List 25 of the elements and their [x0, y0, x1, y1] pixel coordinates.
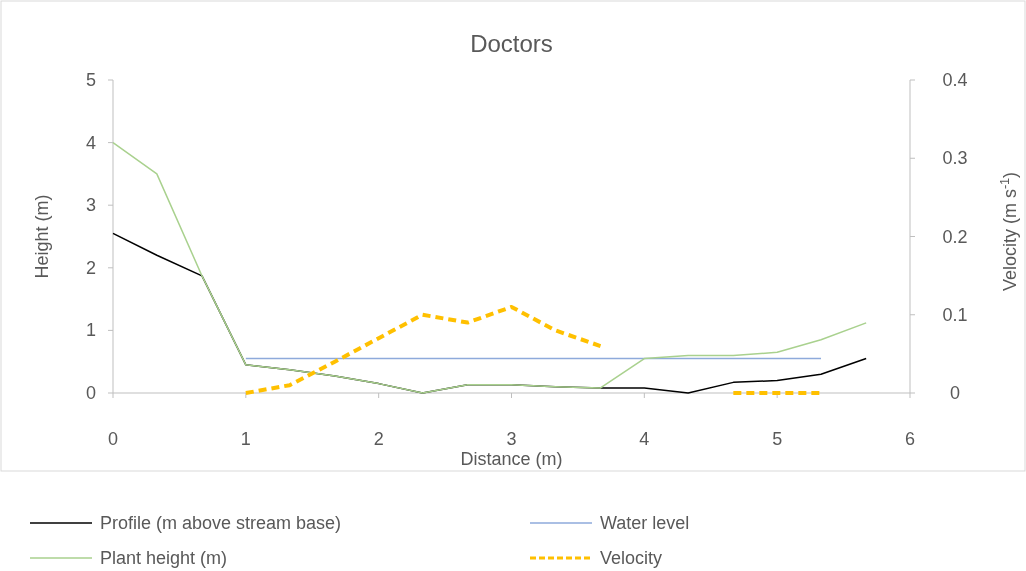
y-tick-label: 3: [85, 195, 97, 216]
x-tick-label: 2: [373, 429, 384, 449]
y-tick-label: 1: [85, 320, 97, 341]
legend-label: Velocity: [600, 548, 663, 568]
legend-label: Plant height (m): [100, 548, 228, 568]
x-tick-label: 6: [904, 429, 916, 449]
legend-label: Profile (m above stream base): [100, 513, 342, 533]
y2-tick-label: 0.2: [942, 226, 968, 247]
y2-tick-label: 0.1: [942, 304, 968, 325]
y2-tick-label: 0.4: [942, 70, 968, 90]
y2-tick-label: 0: [949, 383, 961, 403]
chart-title: Doctors: [470, 30, 553, 57]
x-tick-label: 5: [772, 429, 783, 449]
y2-tick-label: 0.3: [942, 148, 968, 169]
y-tick-label: 2: [85, 257, 97, 278]
y-tick-label: 4: [85, 132, 97, 153]
y-axis-title: Height (m): [32, 194, 52, 279]
x-tick-label: 3: [506, 429, 517, 449]
y-tick-label: 0: [85, 383, 97, 403]
x-tick-label: 0: [107, 429, 119, 449]
y-tick-label: 5: [85, 70, 97, 90]
x-tick-label: 4: [639, 429, 650, 449]
legend-label: Water level: [600, 513, 690, 533]
x-axis-title: Distance (m): [460, 449, 563, 469]
x-tick-label: 1: [240, 429, 251, 449]
